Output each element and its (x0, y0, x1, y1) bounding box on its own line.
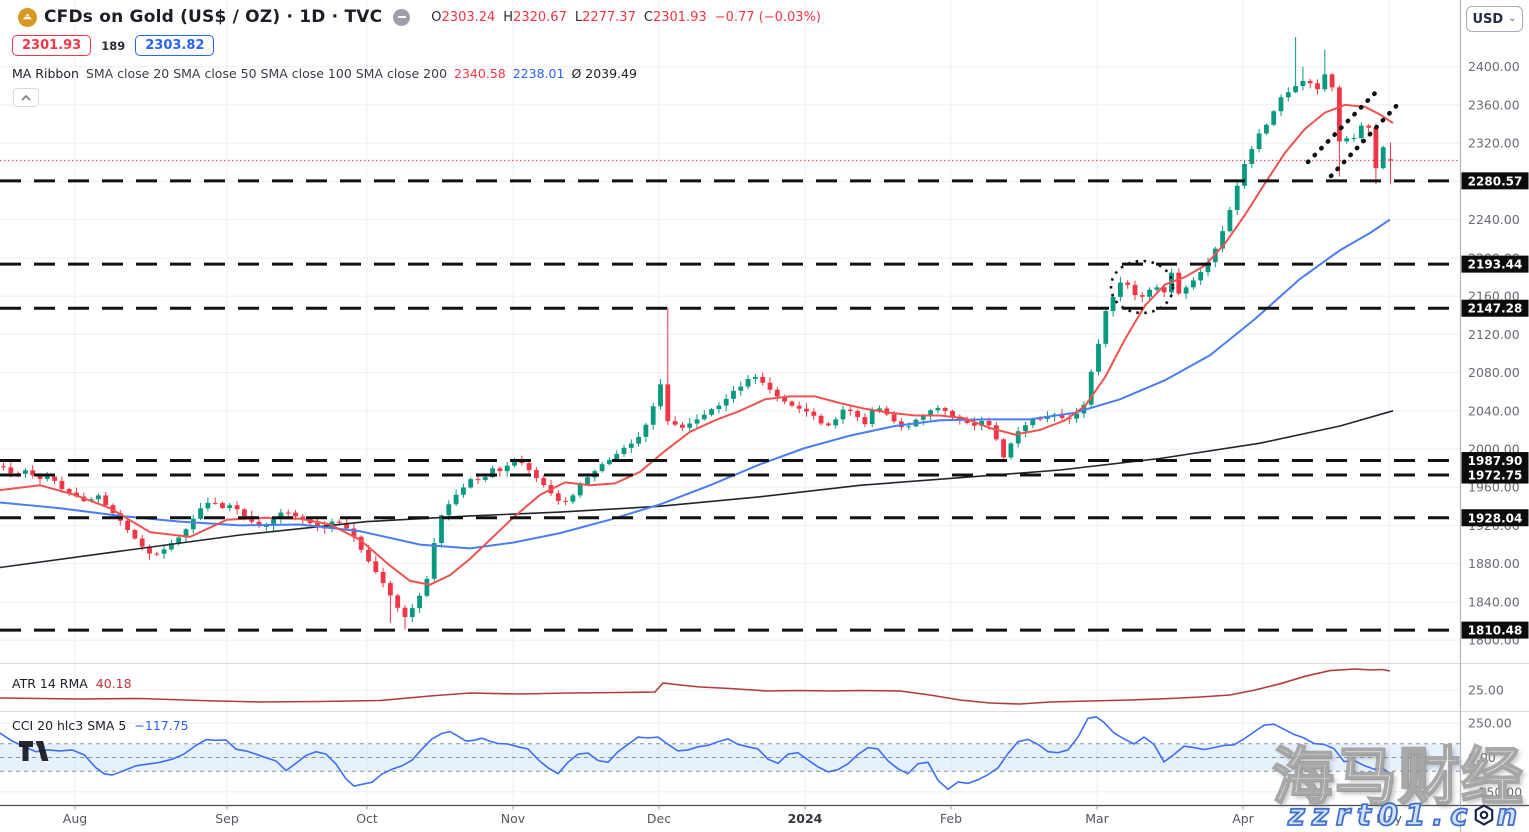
svg-text:2280.57: 2280.57 (1468, 174, 1523, 188)
currency-label: USD (1472, 11, 1504, 27)
dotted-trendline-annotation (1328, 100, 1402, 179)
svg-text:1928.04: 1928.04 (1468, 511, 1523, 525)
svg-text:2120.00: 2120.00 (1468, 327, 1520, 342)
price-level-tag (1461, 299, 1529, 317)
market-status-icon[interactable] (393, 8, 411, 26)
bid-ask-row: 2301.93 189 2303.82 (12, 35, 215, 56)
sma50-value: 2238.01 (512, 66, 565, 81)
svg-text:−250.00: −250.00 (1468, 784, 1522, 799)
time-axis-label: Oct (356, 811, 378, 826)
tradingview-logo[interactable] (18, 740, 52, 766)
svg-text:0.00: 0.00 (1468, 750, 1496, 765)
svg-text:2320.00: 2320.00 (1468, 136, 1520, 151)
svg-text:2240.00: 2240.00 (1468, 212, 1520, 227)
svg-text:25.00: 25.00 (1468, 683, 1504, 698)
time-axis-label: 2024 (788, 811, 823, 826)
svg-text:1810.48: 1810.48 (1468, 624, 1523, 638)
atr-title: ATR 14 RMA (12, 676, 88, 691)
atr-line (0, 668, 1391, 705)
spread-value: 189 (101, 38, 126, 53)
time-axis-label: Dec (647, 811, 671, 826)
svg-text:2193.44: 2193.44 (1468, 258, 1523, 272)
dotted-ellipse-annotation (1109, 259, 1175, 315)
chevron-up-icon (21, 94, 31, 101)
time-axis-label: May (1376, 811, 1402, 826)
svg-text:250.00: 250.00 (1468, 716, 1512, 731)
cci-title: CCI 20 hlc3 SMA 5 (12, 718, 127, 733)
svg-text:1840.00: 1840.00 (1468, 594, 1520, 609)
svg-text:2360.00: 2360.00 (1468, 97, 1520, 112)
symbol-legend[interactable]: CFDs on Gold (US$ / OZ) · 1D · TVC O2303… (18, 7, 821, 27)
sma-average-value: Ø 2039.49 (571, 66, 637, 81)
ohlc-values: O2303.24 H2320.67 L2277.37 C2301.93 −0.7… (431, 9, 822, 25)
sell-button[interactable]: 2301.93 (12, 35, 92, 56)
svg-text:1972.75: 1972.75 (1468, 469, 1523, 483)
sma50-line (0, 218, 1391, 550)
price-level-tag (1461, 255, 1529, 273)
svg-text:2080.00: 2080.00 (1468, 365, 1520, 380)
sma20-value: 2340.58 (454, 66, 506, 81)
svg-text:1987.90: 1987.90 (1468, 454, 1523, 468)
svg-text:2040.00: 2040.00 (1468, 403, 1520, 418)
chevron-down-icon: ⌄ (1508, 12, 1517, 24)
atr-legend[interactable]: ATR 14 RMA 40.18 (12, 676, 132, 691)
sma20-line (0, 103, 1394, 586)
symbol-title[interactable]: CFDs on Gold (US$ / OZ) · 1D · TVC (44, 7, 383, 27)
time-axis-label: Apr (1232, 811, 1254, 826)
time-axis-label: Aug (63, 811, 87, 826)
time-axis-label: Feb (940, 811, 962, 826)
candles-layer (1, 37, 1393, 630)
indicator-params: SMA close 20 SMA close 50 SMA close 100 … (85, 66, 448, 81)
price-change: −0.77 (−0.03%) (714, 9, 822, 25)
price-level-tag (1461, 172, 1529, 190)
ma-ribbon-legend[interactable]: MA Ribbon SMA close 20 SMA close 50 SMA … (12, 66, 637, 81)
currency-selector[interactable]: USD ⌄ (1466, 6, 1523, 32)
svg-text:2147.28: 2147.28 (1468, 302, 1523, 316)
cci-line (0, 716, 1391, 791)
svg-text:2400.00: 2400.00 (1468, 59, 1520, 74)
price-level-tag (1461, 452, 1529, 470)
indicator-title: MA Ribbon (12, 66, 79, 81)
time-axis-label: Sep (215, 811, 239, 826)
collapse-legend-button[interactable] (13, 88, 39, 107)
svg-text:1880.00: 1880.00 (1468, 556, 1520, 571)
price-level-tag (1461, 466, 1529, 484)
buy-button[interactable]: 2303.82 (135, 35, 215, 56)
cci-value: −117.75 (134, 718, 189, 733)
atr-value: 40.18 (95, 676, 132, 691)
price-level-tag (1461, 509, 1529, 527)
gold-symbol-icon (18, 7, 37, 27)
price-level-tag (1461, 621, 1529, 639)
dotted-trendline-annotation (1305, 85, 1383, 165)
cci-legend[interactable]: CCI 20 hlc3 SMA 5 −117.75 (12, 718, 189, 733)
time-axis-label: Mar (1085, 811, 1109, 826)
time-axis-label: Nov (501, 811, 526, 826)
sma200-line (0, 410, 1394, 569)
